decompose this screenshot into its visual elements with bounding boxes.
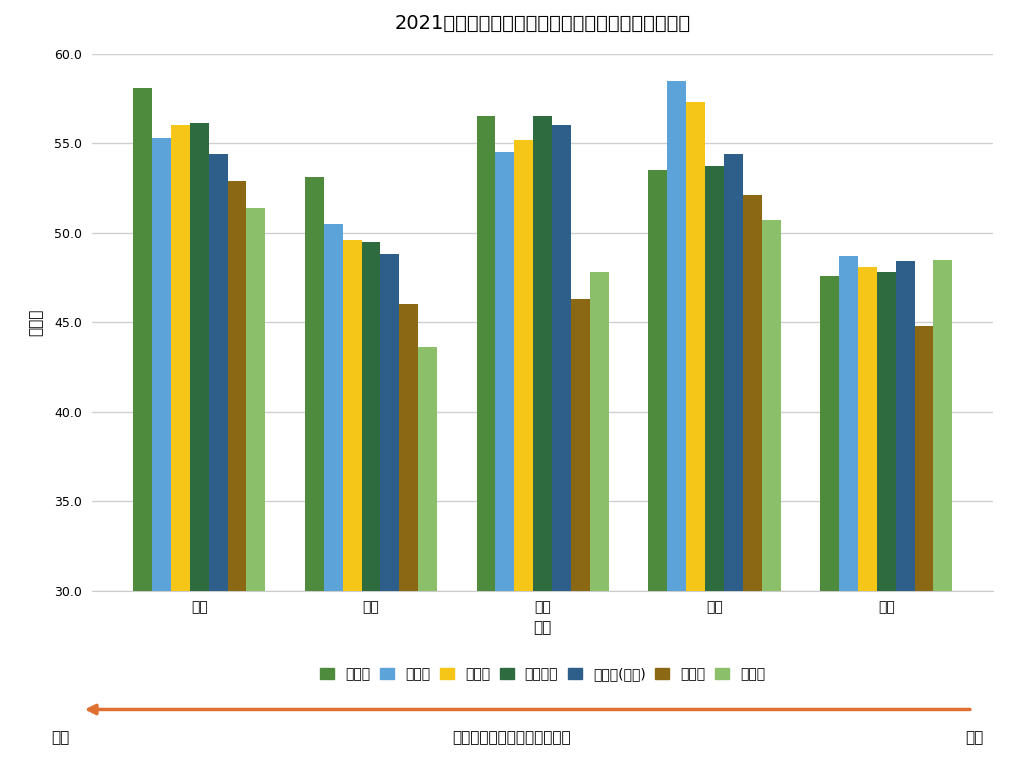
Bar bbox=[762, 220, 780, 767]
Bar bbox=[152, 138, 171, 767]
Bar bbox=[820, 275, 839, 767]
Text: ５教科合計の平均点が高い順: ５教科合計の平均点が高い順 bbox=[453, 730, 571, 746]
Bar bbox=[668, 81, 686, 767]
Legend: 布袋中, 岩倉中, 味岡中, 古知野中, 東部中(犬山), 小牧中, 岩崎中: 布袋中, 岩倉中, 味岡中, 古知野中, 東部中(犬山), 小牧中, 岩崎中 bbox=[314, 662, 771, 687]
Bar bbox=[590, 272, 609, 767]
Bar bbox=[189, 123, 209, 767]
Text: 低い: 低い bbox=[965, 730, 983, 746]
Y-axis label: 平均点: 平均点 bbox=[29, 308, 43, 336]
Bar bbox=[133, 87, 152, 767]
Bar bbox=[361, 242, 381, 767]
Bar bbox=[227, 181, 247, 767]
Text: 高い: 高い bbox=[51, 730, 70, 746]
Bar bbox=[305, 177, 324, 767]
Bar bbox=[724, 154, 742, 767]
Bar bbox=[552, 125, 571, 767]
Bar bbox=[648, 170, 668, 767]
Bar bbox=[247, 208, 265, 767]
Bar bbox=[343, 240, 361, 767]
Bar bbox=[418, 347, 437, 767]
Bar bbox=[896, 262, 914, 767]
Bar bbox=[686, 102, 705, 767]
Bar bbox=[381, 254, 399, 767]
Bar bbox=[496, 152, 514, 767]
Bar bbox=[399, 304, 418, 767]
Bar bbox=[858, 267, 877, 767]
Bar bbox=[534, 117, 552, 767]
Title: 2021年度　中学３年９月実力テスト　教科別平均点: 2021年度 中学３年９月実力テスト 教科別平均点 bbox=[394, 14, 691, 33]
Bar bbox=[514, 140, 534, 767]
Bar bbox=[877, 272, 896, 767]
Bar bbox=[742, 195, 762, 767]
X-axis label: 教科: 教科 bbox=[534, 620, 552, 635]
Bar bbox=[705, 166, 724, 767]
Bar bbox=[914, 326, 934, 767]
Bar bbox=[209, 154, 227, 767]
Bar bbox=[324, 224, 343, 767]
Bar bbox=[171, 125, 189, 767]
Bar bbox=[934, 259, 952, 767]
Bar bbox=[571, 299, 590, 767]
Bar bbox=[839, 256, 858, 767]
Bar bbox=[476, 117, 496, 767]
